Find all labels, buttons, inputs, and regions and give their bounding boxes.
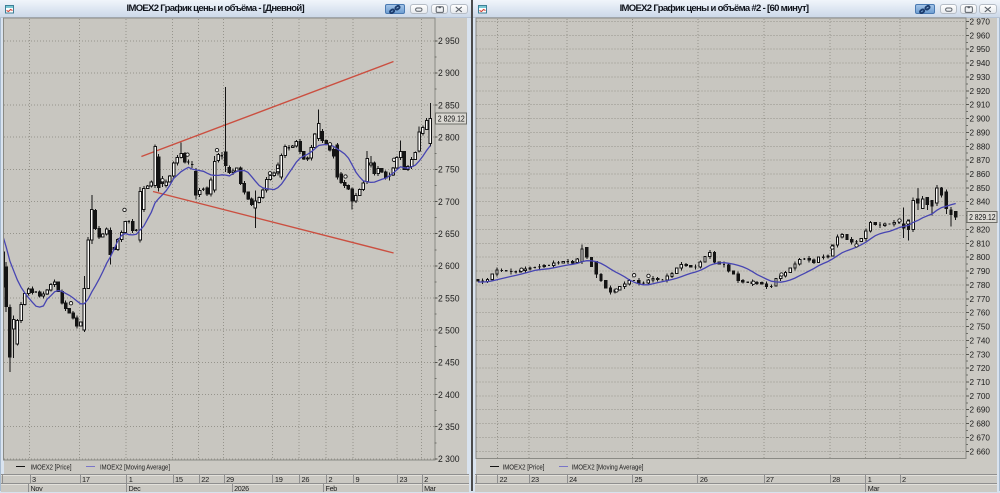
svg-text:2 300: 2 300	[438, 454, 460, 464]
svg-text:2 900: 2 900	[969, 114, 990, 124]
svg-text:2 600: 2 600	[438, 261, 460, 271]
svg-text:2 900: 2 900	[438, 68, 460, 78]
svg-text:2 720: 2 720	[969, 363, 990, 373]
svg-text:2 730: 2 730	[969, 349, 990, 359]
svg-text:2 700: 2 700	[969, 391, 990, 401]
svg-text:2 680: 2 680	[969, 419, 990, 429]
svg-text:2 950: 2 950	[969, 44, 990, 54]
svg-text:2 850: 2 850	[438, 100, 460, 110]
svg-text:2 650: 2 650	[438, 229, 460, 239]
svg-text:2 760: 2 760	[969, 308, 990, 318]
svg-text:2 740: 2 740	[969, 335, 990, 345]
svg-text:2 800: 2 800	[969, 252, 990, 262]
svg-text:2 880: 2 880	[969, 141, 990, 151]
svg-text:2 500: 2 500	[438, 325, 460, 335]
svg-text:2 690: 2 690	[969, 405, 990, 415]
svg-text:2 829.12: 2 829.12	[438, 114, 465, 124]
svg-text:2 780: 2 780	[969, 280, 990, 290]
svg-text:2 860: 2 860	[969, 169, 990, 179]
svg-text:2 770: 2 770	[969, 294, 990, 304]
svg-text:2 960: 2 960	[969, 30, 990, 40]
svg-text:2 840: 2 840	[969, 197, 990, 207]
svg-text:2 870: 2 870	[969, 155, 990, 165]
svg-text:2 700: 2 700	[438, 197, 460, 207]
svg-text:2 450: 2 450	[438, 358, 460, 368]
svg-text:2 400: 2 400	[438, 390, 460, 400]
svg-text:2 670: 2 670	[969, 433, 990, 443]
svg-text:2 820: 2 820	[969, 225, 990, 235]
svg-text:2 829.12: 2 829.12	[969, 212, 996, 222]
svg-text:2 800: 2 800	[438, 132, 460, 142]
svg-text:2 850: 2 850	[969, 183, 990, 193]
svg-text:2 920: 2 920	[969, 86, 990, 96]
svg-text:2 790: 2 790	[969, 266, 990, 276]
svg-text:IMOEX2 [Moving Average]: IMOEX2 [Moving Average]	[100, 463, 170, 472]
svg-text:2 810: 2 810	[969, 238, 990, 248]
svg-text:2 750: 2 750	[969, 322, 990, 332]
svg-text:2 950: 2 950	[438, 36, 460, 46]
svg-text:IMOEX2 [Moving Average]: IMOEX2 [Moving Average]	[571, 463, 643, 472]
svg-text:IMOEX2 [Price]: IMOEX2 [Price]	[31, 463, 72, 472]
svg-text:2 890: 2 890	[969, 127, 990, 137]
svg-text:2 750: 2 750	[438, 165, 460, 175]
svg-text:2 970: 2 970	[969, 17, 990, 27]
svg-text:2 550: 2 550	[438, 293, 460, 303]
svg-text:2 930: 2 930	[969, 72, 990, 82]
svg-text:2 710: 2 710	[969, 377, 990, 387]
svg-text:2 910: 2 910	[969, 100, 990, 110]
svg-text:IMOEX2 [Price]: IMOEX2 [Price]	[502, 463, 544, 472]
svg-text:2 350: 2 350	[438, 422, 460, 432]
svg-text:2 660: 2 660	[969, 446, 990, 456]
svg-text:2 940: 2 940	[969, 58, 990, 68]
